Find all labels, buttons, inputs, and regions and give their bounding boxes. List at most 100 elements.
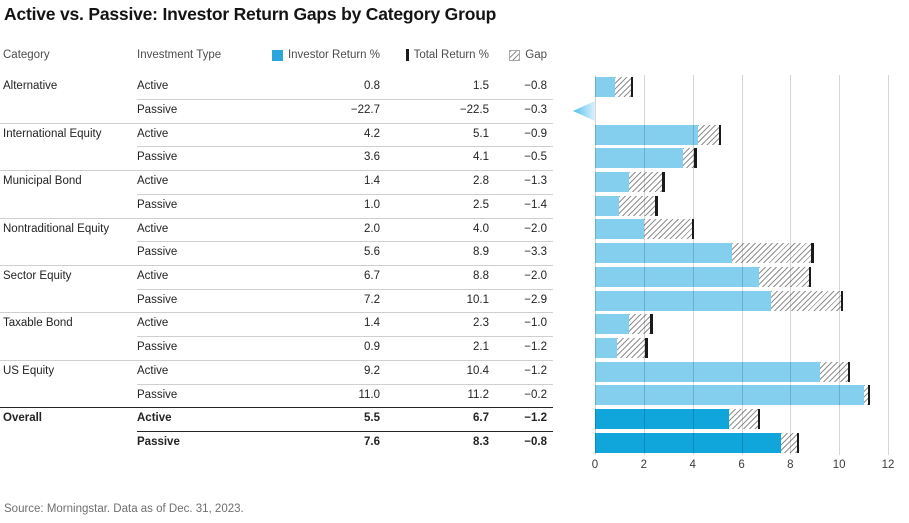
gridline: [790, 75, 792, 455]
investment-type-cell: Passive: [137, 293, 178, 306]
total-return-tick: [867, 385, 870, 406]
gap-cell: −2.9: [524, 293, 547, 306]
gap-cell: −2.0: [524, 222, 547, 235]
bar-investor: [595, 243, 732, 264]
total-return-tick: [718, 124, 722, 145]
investor-return-cell: 5.6: [364, 246, 380, 259]
total-return-cell: 10.4: [466, 364, 489, 377]
gridline: [741, 75, 743, 455]
gap-cell: −0.3: [524, 103, 547, 116]
column-header-category: Category: [3, 49, 50, 61]
bar-gap-hatch: [729, 409, 759, 430]
investment-type-cell: Passive: [137, 246, 178, 259]
investment-type-cell: Passive: [137, 388, 178, 401]
legend-total-label: Total Return %: [413, 49, 489, 61]
investment-type-cell: Active: [137, 269, 169, 282]
gridline: [692, 75, 694, 455]
total-return-tick: [694, 148, 697, 169]
total-return-cell: 1.5: [473, 80, 489, 93]
bar-gap-hatch: [629, 314, 652, 335]
gridline: [643, 75, 645, 455]
gap-hatch-icon: [509, 49, 521, 61]
bar-gap-hatch: [780, 432, 798, 453]
table-divider: [0, 217, 553, 219]
investment-type-cell: Active: [137, 364, 169, 377]
investment-type-cell: Active: [137, 80, 169, 93]
total-return-tick: [655, 195, 658, 216]
page-title: Active vs. Passive: Investor Return Gaps…: [4, 4, 497, 24]
total-return-cell: 10.1: [466, 293, 489, 306]
bar-gap-hatch: [629, 171, 664, 192]
legend-gap-label: Gap: [525, 49, 547, 61]
gap-cell: −0.8: [524, 436, 547, 448]
bar-investor: [595, 385, 864, 406]
investor-return-cell: 6.7: [364, 269, 380, 282]
gap-cell: −1.2: [524, 364, 547, 377]
table-divider: [137, 98, 553, 100]
table-divider: [137, 146, 553, 148]
legend-gap: Gap: [509, 49, 547, 61]
table-divider: [0, 359, 553, 361]
bar-investor: [595, 432, 781, 453]
table-divider: [0, 312, 553, 314]
total-return-tick: [796, 432, 800, 453]
bar-investor: [595, 409, 730, 430]
bar-investor: [595, 219, 644, 240]
category-cell: Nontraditional Equity: [3, 222, 110, 235]
total-return-tick: [630, 77, 634, 98]
legend-investor-return: Investor Return %: [271, 49, 380, 61]
table-divider: [0, 264, 553, 266]
investment-type-cell: Active: [137, 412, 172, 425]
table-divider: [137, 336, 553, 338]
axis-tick-label: 2: [640, 458, 648, 471]
total-return-tick: [840, 290, 844, 311]
total-return-cell: −22.5: [459, 103, 489, 116]
axis-tick-label: 6: [738, 458, 745, 471]
bar-investor: [595, 195, 620, 216]
bar-investor: [595, 314, 630, 335]
gap-cell: −1.0: [524, 317, 547, 330]
total-return-tick-icon: [406, 49, 409, 61]
category-cell: Municipal Bond: [3, 175, 82, 188]
table-divider: [137, 383, 553, 385]
axis-tick-label: 0: [591, 458, 599, 471]
total-return-tick: [650, 314, 653, 335]
bar-investor: [595, 124, 698, 145]
investor-return-cell: 5.5: [364, 412, 380, 425]
axis-tick-label: 10: [832, 458, 846, 471]
bar-investor: [595, 290, 771, 311]
total-return-cell: 2.1: [473, 341, 489, 354]
investor-return-cell: 2.0: [364, 222, 380, 235]
total-return-cell: 2.5: [473, 198, 489, 211]
category-cell: International Equity: [3, 127, 102, 140]
investor-return-cell: 7.6: [364, 436, 380, 448]
gap-cell: −1.3: [524, 175, 547, 188]
bar-gap-hatch: [819, 361, 849, 382]
bar-investor: [595, 171, 630, 192]
investment-type-cell: Active: [137, 317, 169, 330]
bar-investor: [595, 148, 683, 169]
total-return-cell: 11.2: [467, 388, 489, 401]
category-cell: US Equity: [3, 364, 55, 377]
category-cell: Taxable Bond: [3, 317, 73, 330]
total-return-cell: 8.9: [473, 246, 489, 259]
category-cell: Sector Equity: [3, 269, 72, 282]
investor-return-cell: 3.6: [364, 151, 380, 164]
bar-gap-hatch: [682, 148, 696, 169]
bar-gap-hatch: [770, 290, 842, 311]
table-divider: [0, 170, 553, 172]
gap-cell: −1.4: [524, 198, 547, 211]
source-note: Source: Morningstar. Data as of Dec. 31,…: [4, 503, 244, 515]
axis-tick-label: 12: [881, 458, 895, 471]
bar-gap-hatch: [758, 266, 810, 287]
gap-cell: −3.3: [524, 246, 547, 259]
investor-return-cell: 0.8: [364, 80, 380, 93]
investor-return-cell: 7.2: [364, 293, 380, 306]
bar-investor: [595, 266, 759, 287]
bar-gap-hatch: [616, 337, 647, 358]
gap-cell: −0.8: [524, 80, 547, 93]
bar-gap-hatch: [863, 385, 869, 406]
investor-return-cell: 1.4: [364, 317, 380, 330]
bar-investor: [595, 77, 615, 98]
